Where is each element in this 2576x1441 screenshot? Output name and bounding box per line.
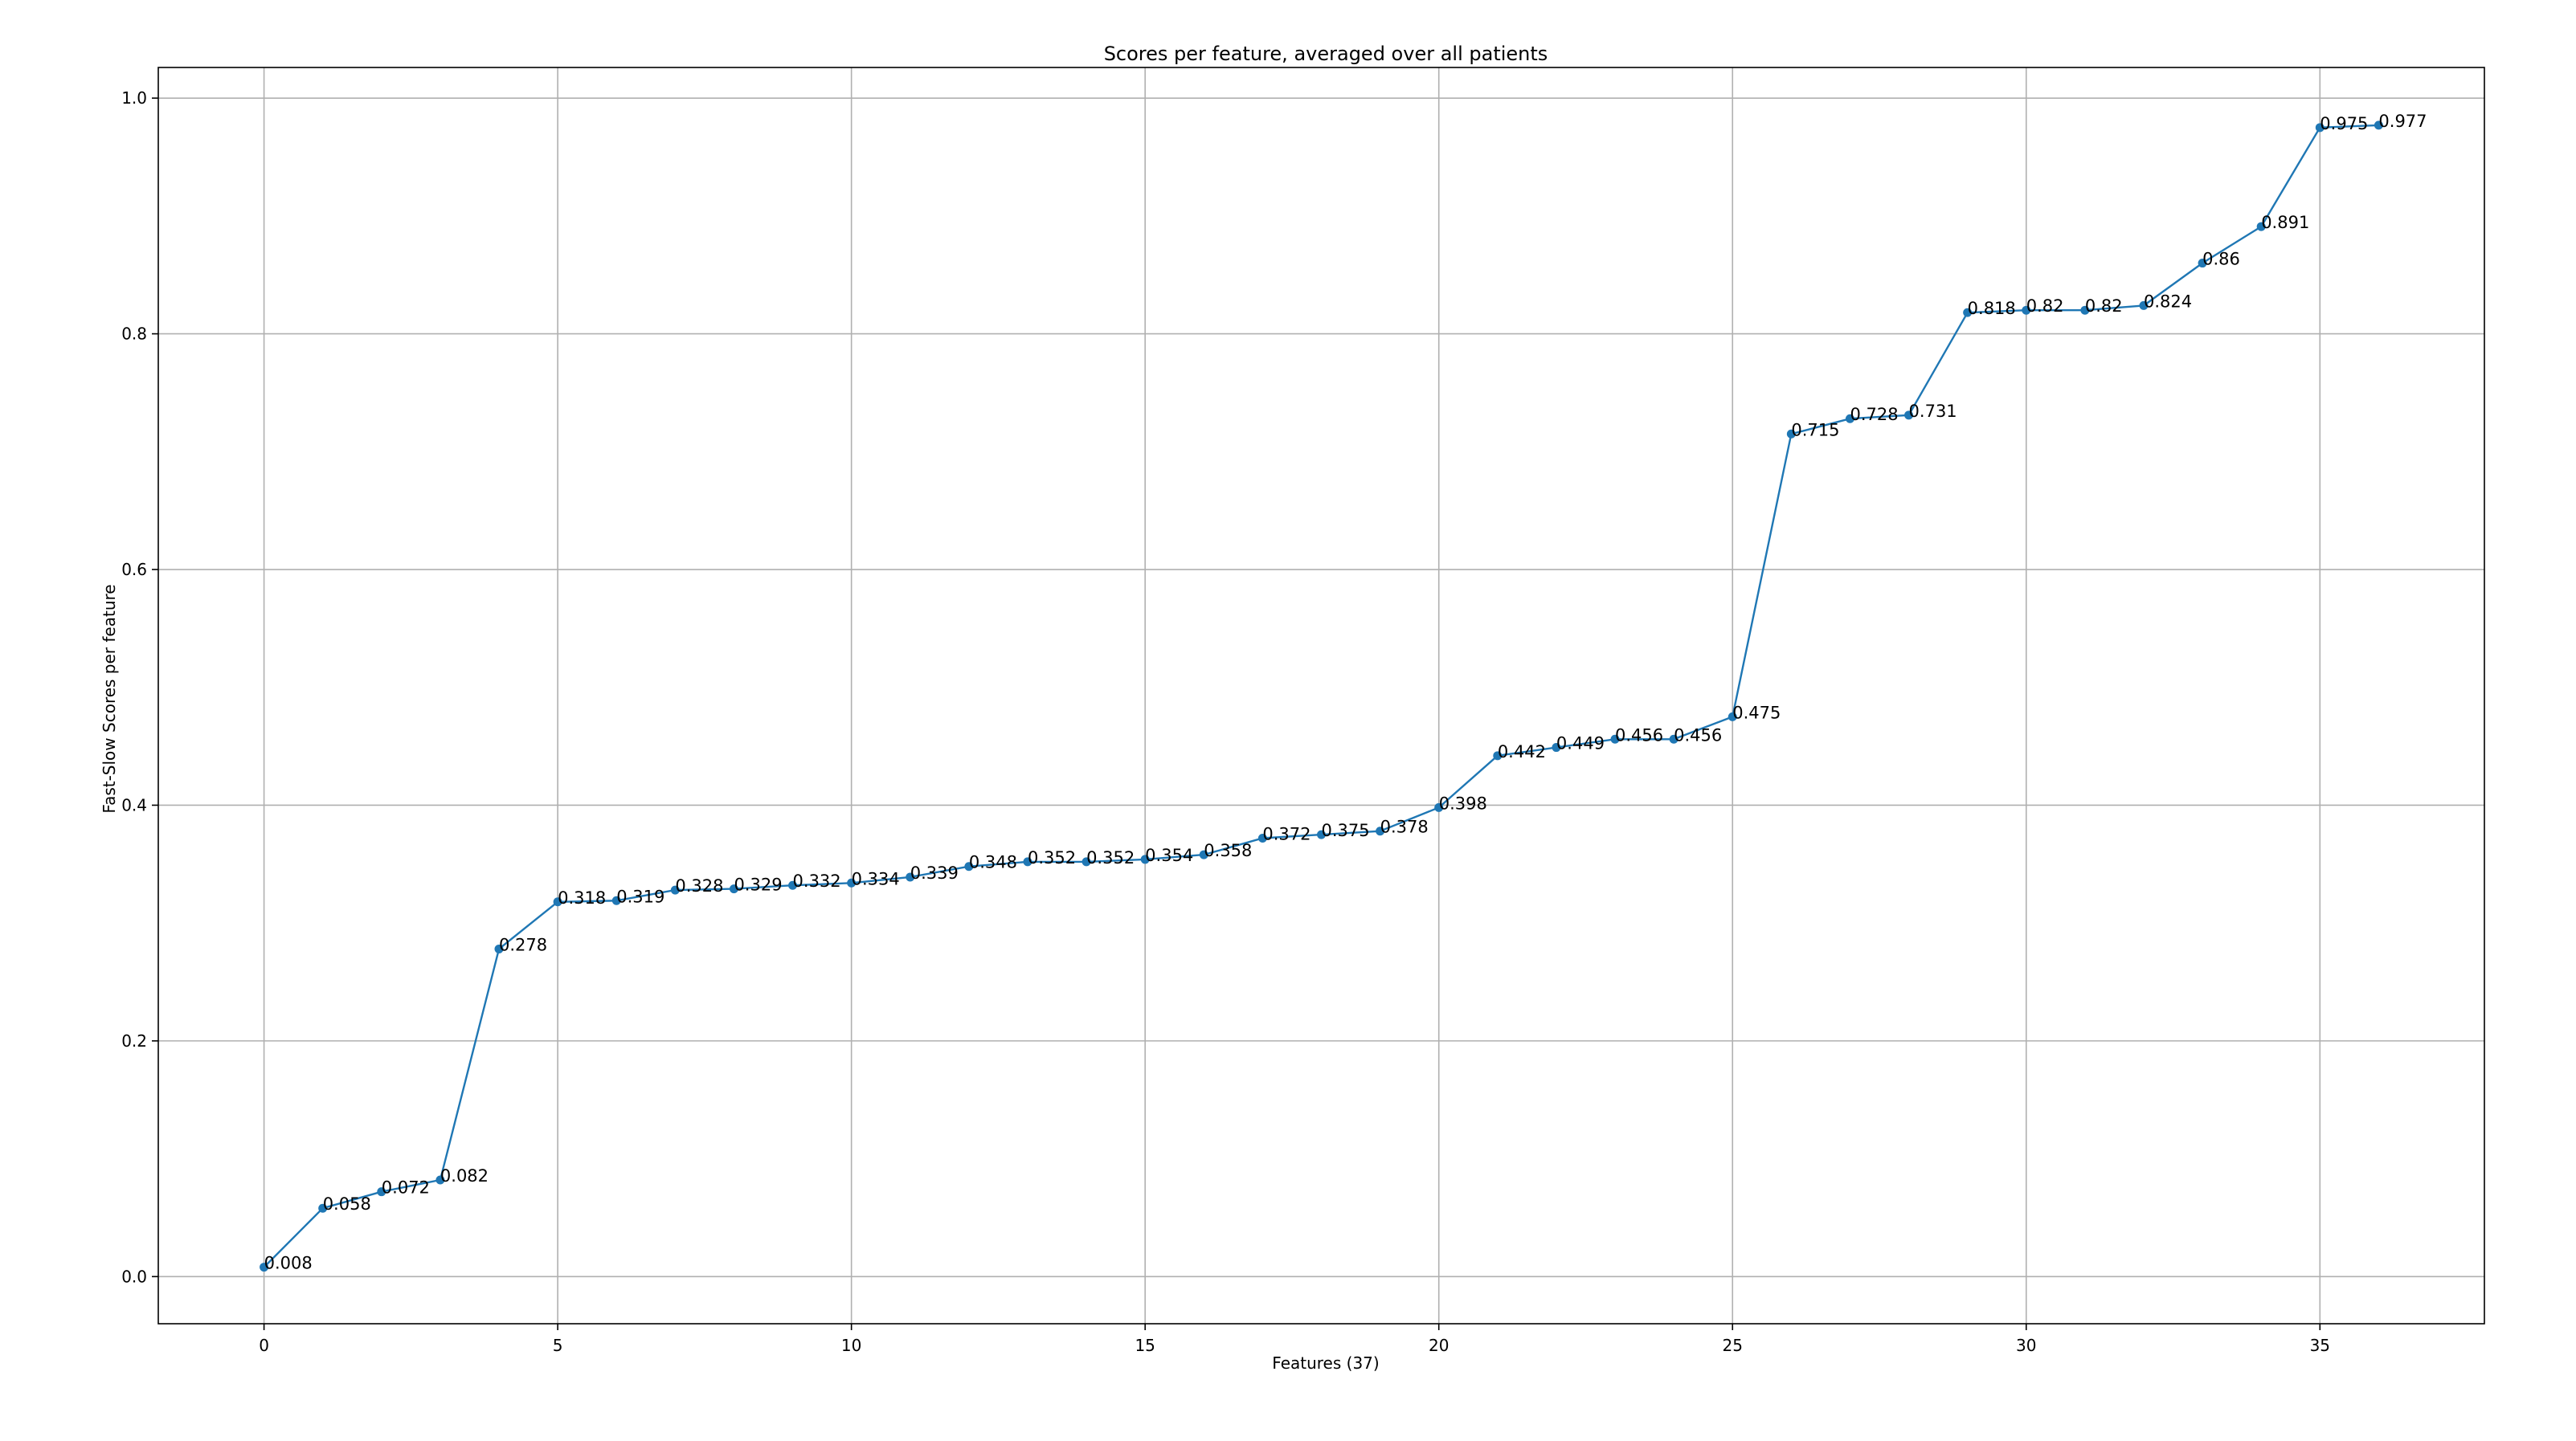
data-point — [1434, 802, 1444, 812]
data-label: 0.329 — [734, 876, 782, 895]
data-label: 0.332 — [793, 872, 841, 891]
data-label: 0.058 — [323, 1194, 371, 1214]
y-axis-ticks: 0.0 0.2 0.4 0.6 0.8 1.0 — [121, 88, 158, 1286]
data-label: 0.475 — [1732, 703, 1781, 722]
data-label: 0.398 — [1439, 794, 1487, 813]
data-label: 0.731 — [1909, 402, 1957, 421]
data-label: 0.378 — [1380, 818, 1429, 837]
data-point — [906, 872, 915, 882]
data-point — [1140, 855, 1150, 864]
data-point — [1552, 743, 1561, 753]
y-tick-label: 0.4 — [121, 795, 147, 814]
data-point — [1257, 834, 1267, 843]
data-label: 0.372 — [1262, 825, 1310, 844]
data-point — [788, 880, 798, 890]
data-label: 0.977 — [2378, 112, 2427, 131]
y-tick-label: 0.0 — [121, 1267, 147, 1286]
data-point — [2315, 123, 2325, 133]
data-point — [2374, 120, 2383, 130]
x-tick-label: 35 — [2310, 1336, 2330, 1355]
data-label: 0.008 — [264, 1254, 313, 1273]
data-label: 0.072 — [382, 1178, 430, 1198]
data-label: 0.352 — [1028, 848, 1076, 867]
data-point — [2256, 222, 2266, 231]
x-tick-label: 25 — [1723, 1336, 1743, 1355]
data-label: 0.318 — [558, 888, 606, 908]
data-point — [377, 1187, 386, 1197]
y-tick-label: 1.0 — [121, 88, 147, 108]
y-axis-label: Fast-Slow Scores per feature — [100, 584, 119, 813]
data-point — [611, 896, 621, 905]
data-point — [260, 1263, 269, 1272]
x-tick-label: 15 — [1135, 1336, 1155, 1355]
plot-frame — [157, 67, 2485, 1325]
data-label: 0.348 — [969, 853, 1017, 872]
data-label: 0.975 — [2320, 114, 2368, 133]
data-point — [1493, 751, 1503, 761]
x-tick-label: 20 — [1429, 1336, 1449, 1355]
x-axis-ticks: 0 5 10 15 20 25 30 35 — [259, 1324, 2330, 1355]
data-label: 0.354 — [1145, 846, 1193, 865]
data-label: 0.728 — [1850, 405, 1898, 424]
data-point — [2080, 305, 2090, 315]
data-point — [1904, 410, 1914, 420]
data-point — [1728, 712, 1737, 721]
data-point — [2198, 259, 2207, 268]
data-point — [1610, 734, 1620, 744]
data-label: 0.319 — [616, 887, 664, 906]
x-tick-label: 5 — [553, 1336, 563, 1355]
data-label: 0.082 — [440, 1166, 489, 1186]
data-point — [1786, 429, 1796, 439]
data-point — [847, 878, 857, 888]
data-point — [1963, 308, 1973, 317]
data-point — [553, 897, 562, 907]
data-label: 0.82 — [2085, 296, 2123, 316]
data-label: 0.456 — [1674, 725, 1722, 745]
data-point — [964, 862, 974, 872]
data-label: 0.442 — [1498, 742, 1546, 761]
data-point — [729, 884, 738, 894]
data-point — [1669, 734, 1678, 744]
data-label: 0.456 — [1615, 725, 1663, 745]
data-labels: 0.008 0.058 0.072 0.082 0.278 0.318 0.319 0.328… — [264, 112, 2427, 1273]
data-label: 0.82 — [2026, 296, 2064, 316]
chart-title: Scores per feature, averaged over all pa… — [1104, 43, 1548, 65]
data-point — [1023, 857, 1032, 867]
data-label: 0.334 — [852, 869, 900, 888]
x-tick-label: 0 — [259, 1336, 269, 1355]
data-label: 0.715 — [1791, 420, 1839, 439]
data-point — [1376, 827, 1385, 836]
y-tick-label: 0.6 — [121, 560, 147, 579]
data-label: 0.339 — [910, 863, 959, 883]
data-point — [2139, 300, 2149, 310]
y-tick-label: 0.2 — [121, 1031, 147, 1051]
data-point — [670, 885, 680, 895]
data-label: 0.278 — [499, 935, 547, 954]
data-point — [435, 1175, 445, 1185]
x-axis-label: Features (37) — [1272, 1353, 1379, 1373]
data-label: 0.328 — [675, 876, 723, 896]
x-tick-label: 10 — [841, 1336, 861, 1355]
data-label: 0.86 — [2202, 250, 2240, 269]
data-label: 0.449 — [1556, 734, 1605, 753]
grid-lines — [158, 67, 2484, 1324]
data-point — [1199, 850, 1208, 859]
data-label: 0.358 — [1204, 841, 1252, 860]
data-point — [494, 944, 504, 953]
data-point — [1317, 830, 1326, 839]
data-label: 0.375 — [1322, 821, 1370, 840]
data-point — [318, 1203, 328, 1213]
y-tick-label: 0.8 — [121, 325, 147, 344]
data-label: 0.891 — [2261, 213, 2309, 232]
data-point — [1082, 857, 1091, 867]
data-label: 0.824 — [2144, 292, 2192, 311]
series-fast-slow-scores — [260, 120, 2383, 1272]
data-point — [2022, 305, 2031, 315]
x-tick-label: 30 — [2016, 1336, 2036, 1355]
data-label: 0.818 — [1968, 299, 2016, 318]
data-label: 0.352 — [1086, 848, 1135, 867]
data-point — [1845, 414, 1854, 423]
